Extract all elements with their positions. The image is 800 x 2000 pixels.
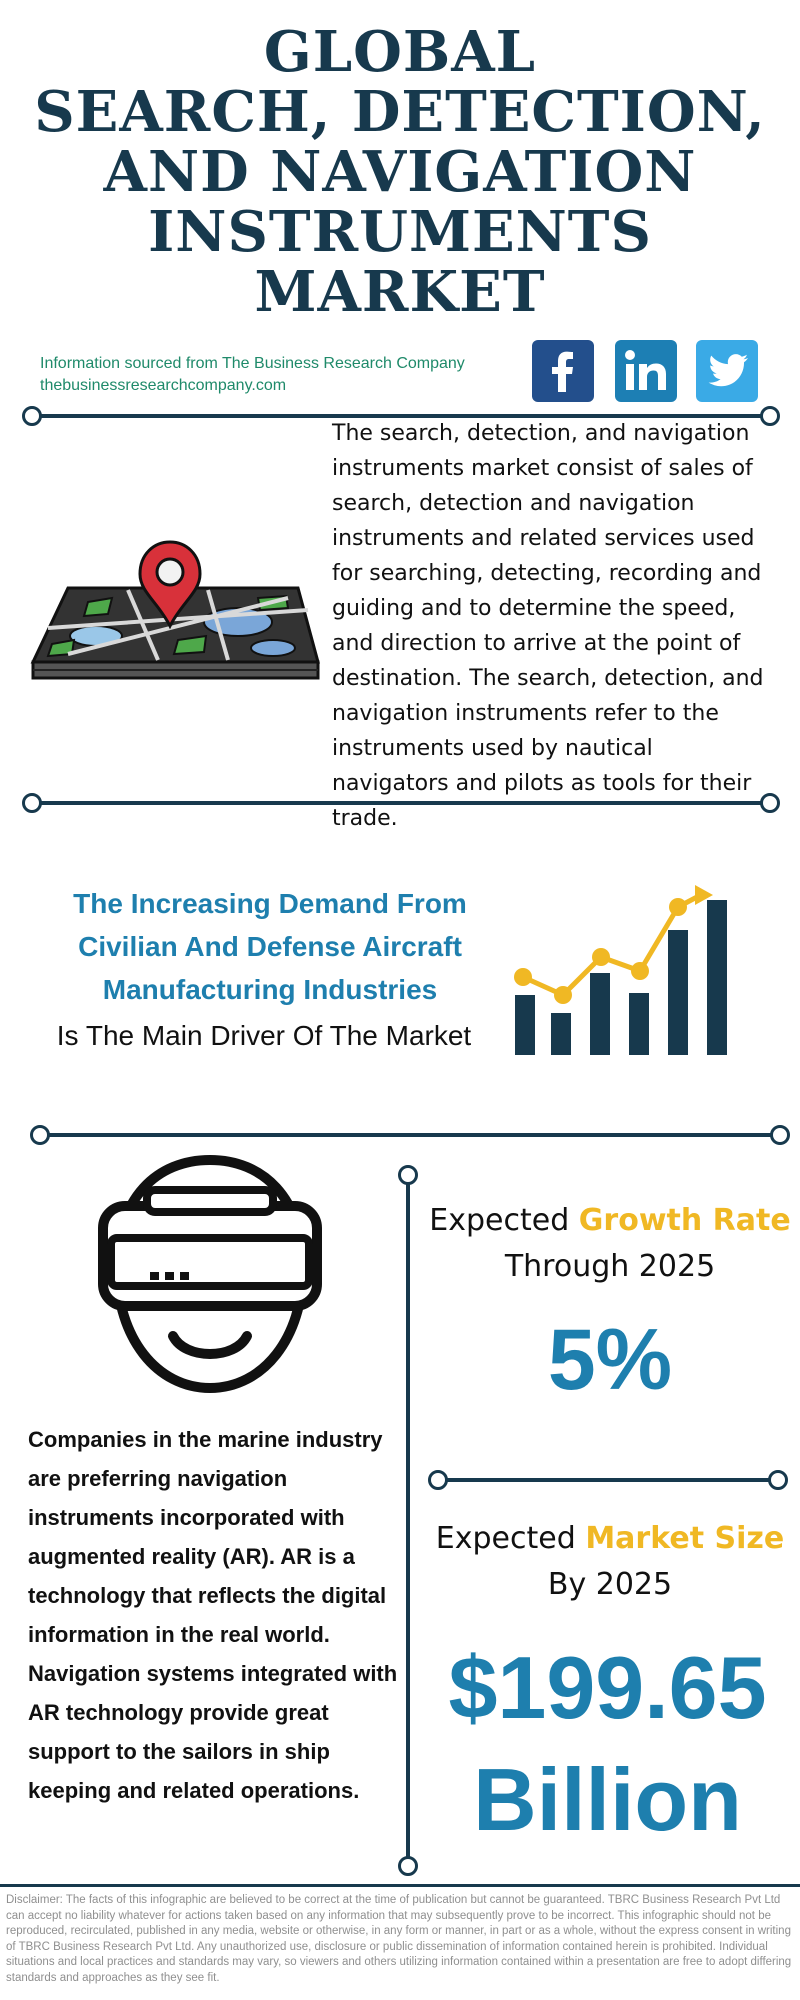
divider-node [22,793,42,813]
market-size-unit: Billion [473,1750,742,1849]
market-size-value: $199.65 Billion [415,1632,800,1856]
driver-highlight-line: The Increasing Demand From [73,888,467,919]
title-line: AND NAVIGATION [103,139,697,205]
growth-label-prefix: Expected [429,1203,579,1238]
market-size-label: Expected Market Size By 2025 [420,1516,800,1608]
market-size-amount: $199.65 [448,1638,767,1737]
market-label-accent: Market Size [585,1521,785,1556]
title-line: MARKET [254,259,546,325]
growth-rate-period: Through 2025 [504,1249,716,1284]
disclaimer: Disclaimer: The facts of this infographi… [6,1894,792,1984]
growth-rate-value: 5% [547,1312,673,1408]
section-divider [32,801,768,805]
driver-statement: Is The Main Driver Of The Market [56,1020,472,1051]
driver-highlight-line: Civilian And Defense Aircraft [78,931,462,962]
market-label-prefix: Expected [435,1521,586,1556]
title-line: SEARCH, DETECTION, [34,79,766,145]
divider-node [760,406,780,426]
footer-rule [0,1884,800,1887]
divider-node [768,1470,788,1490]
ar-headset-icon [95,1148,325,1398]
driver-highlight: The Increasing Demand From Civilian And … [40,882,500,1011]
section-divider [40,1133,778,1137]
twitter-icon[interactable] [696,340,758,402]
title-line: INSTRUMENTS [148,199,652,265]
divider-node [770,1125,790,1145]
market-size-label-line: Expected Market Size [420,1516,800,1562]
linkedin-icon[interactable] [615,340,677,402]
source-link[interactable]: thebusinessresearchcompany.com [40,377,287,394]
growth-rate-label-line: Expected Growth Rate [420,1198,800,1244]
section-divider [440,1478,776,1482]
ar-description: Companies in the marine industry are pre… [28,1427,398,1803]
growth-rate-label: Expected Growth Rate Through 2025 [420,1198,800,1290]
section-divider [32,414,768,418]
page-title: GLOBAL SEARCH, DETECTION, AND NAVIGATION… [0,22,800,322]
growth-label-accent: Growth Rate [578,1203,791,1238]
divider-node [428,1470,448,1490]
map-pin-illustration [28,540,324,690]
source-info: Information sourced from The Business Re… [40,353,465,397]
divider-node [398,1165,418,1185]
driver-highlight-line: Manufacturing Industries [102,974,438,1005]
divider-node [22,406,42,426]
facebook-icon[interactable] [532,340,594,402]
market-description: The search, detection, and navigation in… [332,421,764,831]
divider-node [30,1125,50,1145]
source-line: Information sourced from The Business Re… [40,355,465,372]
growth-chart-icon [505,885,745,1060]
divider-node [398,1856,418,1876]
market-size-period: By 2025 [547,1567,673,1602]
title-line: GLOBAL [263,19,537,85]
divider-node [760,793,780,813]
vertical-divider [406,1175,410,1865]
